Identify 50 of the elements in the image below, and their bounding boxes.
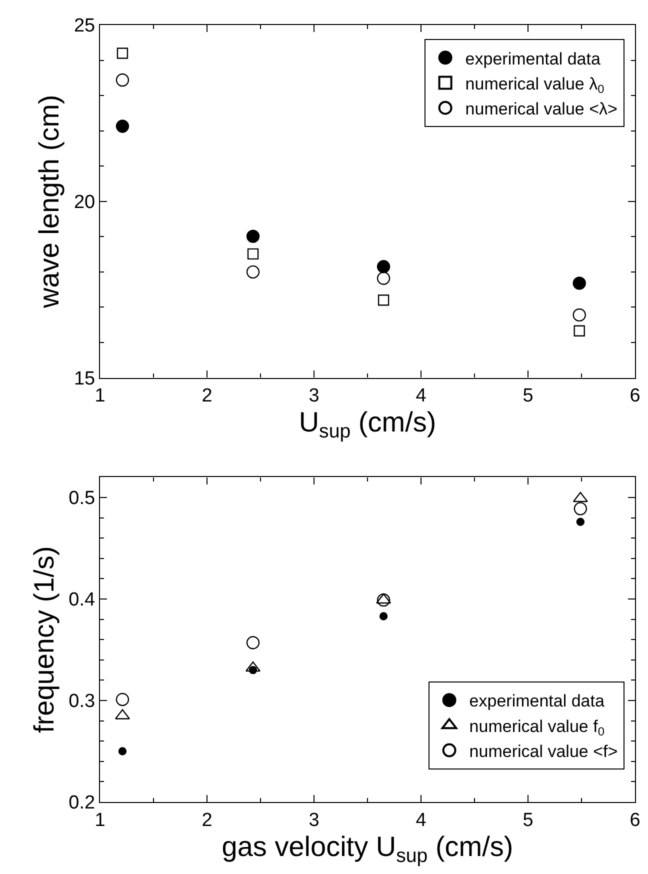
x-tick-label: 4 xyxy=(416,386,427,407)
x-axis-title: U$_{sup}$ (cm/s) xyxy=(298,406,436,443)
point xyxy=(572,308,586,322)
legend-label: numerical value <λ> xyxy=(465,99,618,118)
x-tick-label: 2 xyxy=(202,386,212,407)
point xyxy=(116,73,130,87)
x-tick-label: 5 xyxy=(522,810,534,831)
x-axis-title: gas velocity U$_{sup}$ (cm/s) xyxy=(222,830,514,867)
y-tick-label: 0.5 xyxy=(68,488,96,510)
y-tick-label: 0.4 xyxy=(68,590,96,611)
legend-label: experimental data xyxy=(469,692,605,711)
legend-label: numerical value f$_{0}$ xyxy=(469,716,605,738)
point xyxy=(247,248,259,260)
y-tick-label: 0.2 xyxy=(68,792,96,814)
point xyxy=(576,518,585,526)
point xyxy=(379,612,388,620)
y-tick-label: 0.3 xyxy=(68,691,96,712)
legend-label: numerical value <f> xyxy=(469,742,618,761)
point xyxy=(116,48,128,59)
y-tick-label: 20 xyxy=(74,192,96,214)
x-tick-label: 2 xyxy=(202,810,212,831)
x-tick-label: 5 xyxy=(522,386,534,407)
point xyxy=(118,747,127,756)
point xyxy=(246,636,260,650)
point xyxy=(246,265,260,279)
y-axis-title: frequency (1/s) xyxy=(28,546,60,733)
x-tick-label: 1 xyxy=(94,810,106,831)
point xyxy=(376,593,390,607)
legend-label: numerical value λ$_{0}$ xyxy=(465,74,605,96)
x-tick-label: 3 xyxy=(308,810,320,831)
point xyxy=(572,492,588,502)
point xyxy=(574,325,585,336)
x-tick-label: 3 xyxy=(308,386,320,407)
x-tick-label: 6 xyxy=(630,386,640,407)
legend-label: experimental data xyxy=(465,49,601,68)
y-axis-title: wave length (cm) xyxy=(34,94,65,309)
point xyxy=(574,502,588,516)
y-tick-label: 15 xyxy=(74,368,96,390)
point xyxy=(572,276,586,290)
x-tick-label: 6 xyxy=(630,810,640,831)
point xyxy=(378,294,390,306)
y-tick-label: 25 xyxy=(74,16,96,37)
point xyxy=(376,272,390,285)
point xyxy=(376,593,392,604)
point xyxy=(246,230,260,243)
x-tick-label: 1 xyxy=(94,386,106,407)
point xyxy=(116,692,130,706)
point xyxy=(376,260,390,274)
point xyxy=(116,120,130,133)
x-tick-label: 4 xyxy=(416,810,427,831)
